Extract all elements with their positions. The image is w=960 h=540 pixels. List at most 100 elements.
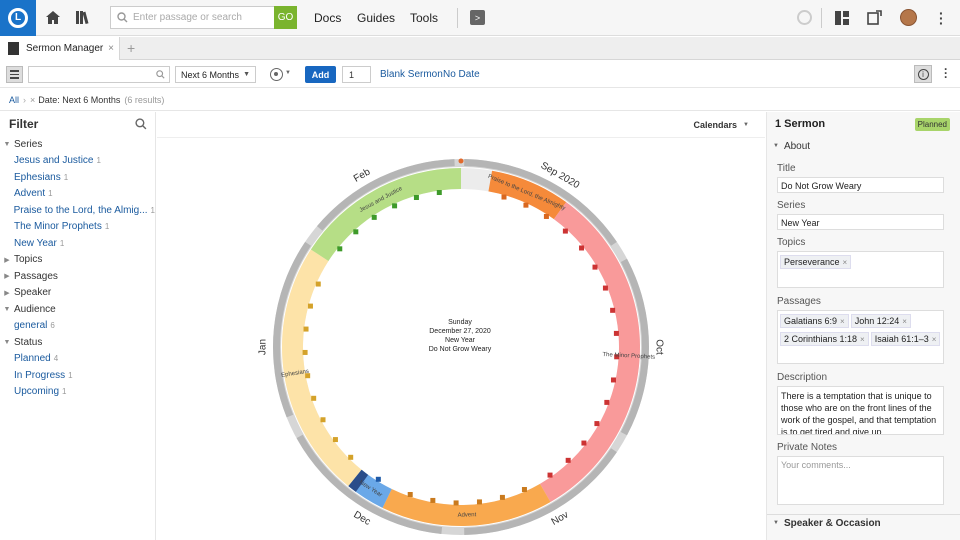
sermon-marker [320, 417, 326, 423]
about-section-header[interactable]: ▼ About [767, 137, 960, 155]
filter-item[interactable]: Upcoming 1 [0, 384, 155, 401]
breadcrumb-all[interactable]: All [9, 94, 20, 105]
sermon-marker [353, 229, 359, 235]
new-tab-icon[interactable]: + [127, 40, 136, 56]
title-field[interactable]: Do Not Grow Weary [777, 177, 944, 193]
topics-field[interactable]: Perseverance × [777, 251, 944, 288]
filter-item[interactable]: The Minor Prophets 1 [0, 219, 155, 236]
filter-search-input[interactable] [28, 66, 170, 83]
filter-item[interactable]: Praise to the Lord, the Almig... 1 [0, 202, 155, 219]
chevron-right-icon: ▶ [4, 289, 10, 297]
filter-header: Filter [0, 112, 155, 136]
close-tab-icon[interactable]: × [108, 43, 114, 54]
divider [821, 8, 822, 28]
chevron-down-icon: ▼ [243, 71, 250, 78]
layouts-icon[interactable] [835, 11, 849, 28]
search-box[interactable]: Enter passage or search GO [110, 6, 297, 29]
title-label: Title [777, 163, 796, 174]
avatar[interactable] [900, 9, 917, 26]
filter-label: Topics [14, 254, 43, 266]
chevron-down-icon[interactable]: ▼ [285, 70, 291, 76]
filter-item[interactable]: Advent 1 [0, 186, 155, 203]
series-segment [382, 483, 551, 526]
filter-group[interactable]: ▼ Status [0, 334, 155, 351]
status-badge[interactable]: Planned [914, 118, 950, 131]
menu-guides[interactable]: Guides [357, 11, 396, 25]
filter-label: In Progress [14, 369, 66, 381]
passage-chip[interactable]: Isaiah 61:1–3 × [870, 332, 941, 346]
chevron-right-icon: › [23, 94, 27, 105]
filter-item[interactable]: Planned 4 [0, 351, 155, 368]
search-icon [111, 12, 133, 23]
blank-sermon-link[interactable]: Blank Sermon [380, 69, 443, 80]
sermon-marker [579, 245, 585, 251]
sermon-marker [436, 190, 442, 196]
private-notes-field[interactable]: Your comments... [777, 456, 944, 505]
filter-group[interactable]: ▼ Audience [0, 301, 155, 318]
passage-chip[interactable]: Galatians 6:9 × [780, 314, 849, 328]
remove-chip-icon[interactable]: × [931, 335, 937, 344]
passage-chip[interactable]: John 12:24 × [850, 314, 911, 328]
sermon-marker [407, 492, 413, 498]
sermon-marker [332, 437, 338, 443]
remove-chip-icon[interactable]: × [860, 335, 865, 344]
tab-sermon-manager[interactable]: Sermon Manager × [0, 37, 120, 60]
info-icon[interactable]: i [914, 65, 932, 83]
today-marker [458, 158, 464, 164]
more-menu-icon[interactable]: · · · [944, 62, 948, 84]
details-title: 1 Sermon [775, 118, 826, 130]
series-segment [488, 170, 567, 220]
target-icon[interactable] [270, 68, 283, 81]
filter-item[interactable]: New Year 1 [0, 235, 155, 252]
filter-item[interactable]: Ephesians 1 [0, 169, 155, 186]
remove-chip-icon[interactable]: × [902, 317, 907, 326]
filter-item[interactable]: general 6 [0, 318, 155, 335]
passages-field[interactable]: Galatians 6:9 × John 12:24 × 2 Corinthians 1… [777, 310, 944, 364]
filter-group[interactable]: ▶ Topics [0, 252, 155, 269]
remove-chip-icon[interactable]: × [842, 258, 848, 267]
sermon-marker [305, 373, 311, 379]
filter-group[interactable]: ▶ Speaker [0, 285, 155, 302]
filter-count: 1 [59, 238, 65, 248]
panel-menu-icon[interactable] [867, 10, 882, 28]
topic-chip[interactable]: Perseverance × [780, 255, 852, 269]
chevron-down-icon: ▼ [3, 305, 11, 313]
go-button[interactable]: GO [274, 6, 297, 29]
no-date-link[interactable]: No Date [443, 69, 480, 80]
calendars-dropdown[interactable]: Calendars ▼ [694, 120, 749, 130]
command-icon[interactable]: > [470, 10, 485, 25]
filter-item[interactable]: In Progress 1 [0, 367, 155, 384]
home-icon[interactable] [38, 0, 68, 36]
menu-docs[interactable]: Docs [314, 11, 342, 25]
filter-group[interactable]: ▶ Passages [0, 268, 155, 285]
passage-chip-label: 2 Corinthians 1:18 [784, 334, 858, 344]
selected-day: Sunday [448, 319, 472, 326]
series-segment [540, 202, 641, 503]
filter-item[interactable]: Jesus and Justice 1 [0, 153, 155, 170]
month-label: Feb [352, 166, 373, 184]
more-menu-icon[interactable]: · · · [939, 5, 944, 31]
menu-tools[interactable]: Tools [410, 11, 439, 25]
remove-filter-icon[interactable]: × [30, 94, 36, 105]
description-field[interactable]: There is a temptation that is unique to … [777, 386, 944, 435]
toolbar: Next 6 Months ▼ ▼ Add 1 Blank Sermon No … [0, 61, 960, 88]
remove-chip-icon[interactable]: × [840, 317, 845, 326]
series-field[interactable]: New Year [777, 214, 944, 230]
description-label: Description [777, 372, 828, 383]
library-icon[interactable] [68, 0, 98, 36]
search-icon[interactable] [135, 118, 147, 130]
sermon-marker [375, 476, 381, 482]
date-range-select[interactable]: Next 6 Months ▼ [175, 66, 256, 83]
search-input[interactable]: Enter passage or search [133, 12, 242, 23]
sync-icon[interactable] [797, 10, 812, 25]
speaker-section-header[interactable]: ▼ Speaker & Occasion [767, 514, 960, 532]
sidebar-toggle-icon[interactable] [6, 66, 23, 83]
count-input[interactable]: 1 [342, 66, 371, 83]
filter-group[interactable]: ▼ Series [0, 136, 155, 153]
chevron-down-icon: ▼ [3, 338, 11, 346]
passage-chip[interactable]: 2 Corinthians 1:18 × [780, 332, 869, 346]
sermon-marker [476, 499, 482, 505]
add-button[interactable]: Add [305, 66, 336, 83]
logos-logo-icon[interactable]: L [0, 0, 36, 36]
